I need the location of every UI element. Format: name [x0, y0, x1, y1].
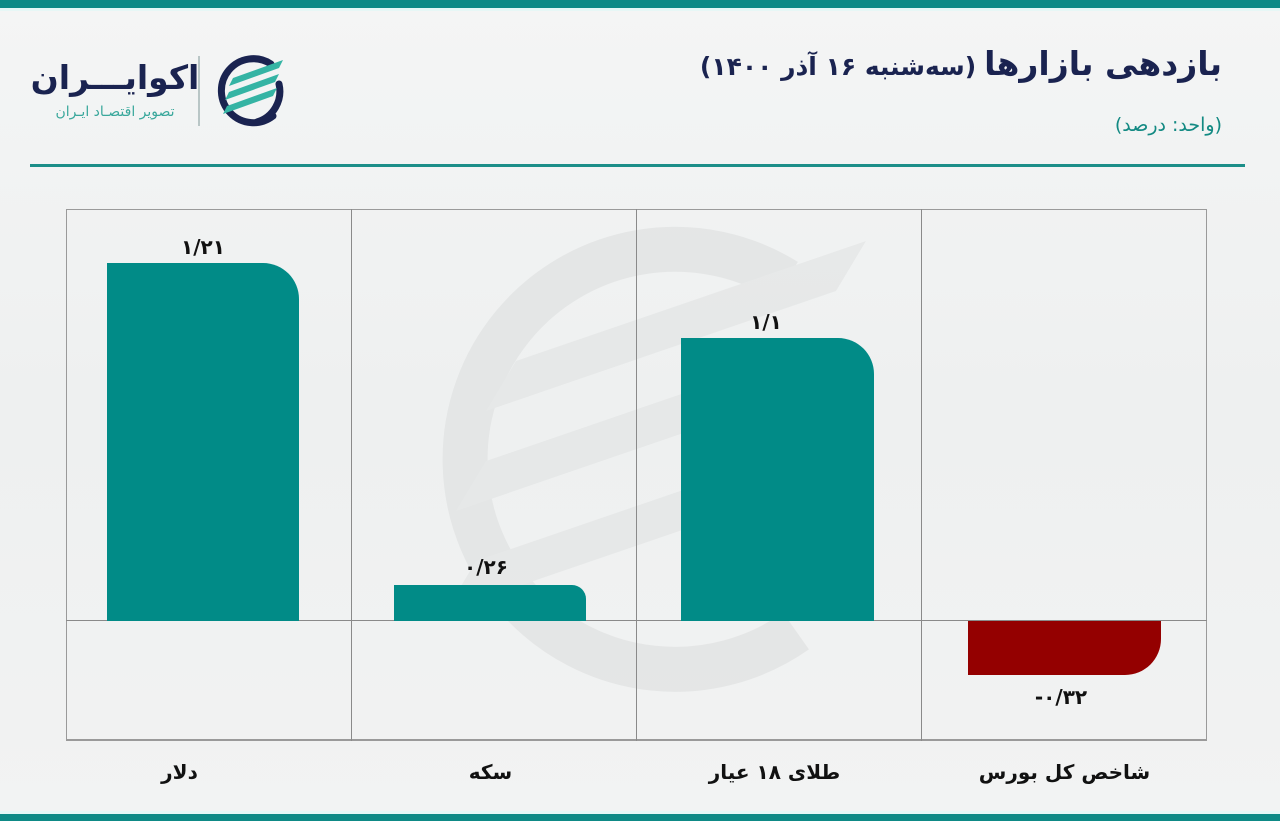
- title-main: بازدهی بازارها: [984, 44, 1222, 83]
- logo-name: اکوایـــران: [30, 58, 200, 97]
- logo-separator: [198, 56, 200, 126]
- zero-baseline: [66, 620, 1207, 621]
- bar-bourse-index[interactable]: [968, 621, 1161, 675]
- value-label-bourse-index: -۰/۳۲: [1034, 685, 1088, 709]
- bar-chart: ۱/۲۱ ۰/۲۶ ۱/۱ -۰/۳۲: [66, 209, 1207, 741]
- top-accent-bar: [0, 0, 1280, 8]
- bar-dollar[interactable]: [107, 263, 299, 621]
- bottom-accent-highlight: [0, 811, 1280, 814]
- header-divider: [30, 164, 1245, 167]
- chart-title: بازدهی بازارها(سه‌شنبه ۱۶ آذر ۱۴۰۰): [700, 44, 1222, 83]
- category-label-dollar: دلار: [161, 760, 198, 784]
- ecoiran-logo-icon: [217, 55, 284, 127]
- logo-tagline: تصویر اقتصـاد ایـران: [55, 104, 175, 120]
- bar-coin[interactable]: [394, 585, 586, 621]
- bar-gold-18k[interactable]: [681, 338, 874, 621]
- category-label-gold-18k: طلای ۱۸ عیار: [708, 760, 841, 784]
- value-label-coin: ۰/۲۶: [464, 555, 508, 579]
- category-label-bourse-index: شاخص کل بورس: [978, 760, 1151, 784]
- category-label-coin: سکه: [468, 760, 513, 784]
- unit-label: (واحد: درصد): [1114, 114, 1222, 136]
- value-label-gold-18k: ۱/۱: [750, 310, 782, 334]
- value-label-dollar: ۱/۲۱: [181, 235, 225, 259]
- gridline-vertical: [921, 209, 922, 741]
- logo: اکوایـــران تصویر اقتصـاد ایـران: [30, 52, 290, 132]
- gridline-vertical: [636, 209, 637, 741]
- title-date: (سه‌شنبه ۱۶ آذر ۱۴۰۰): [699, 52, 977, 81]
- top-accent-highlight: [0, 8, 1280, 11]
- gridline-vertical: [351, 209, 352, 741]
- bottom-accent-bar: [0, 814, 1280, 821]
